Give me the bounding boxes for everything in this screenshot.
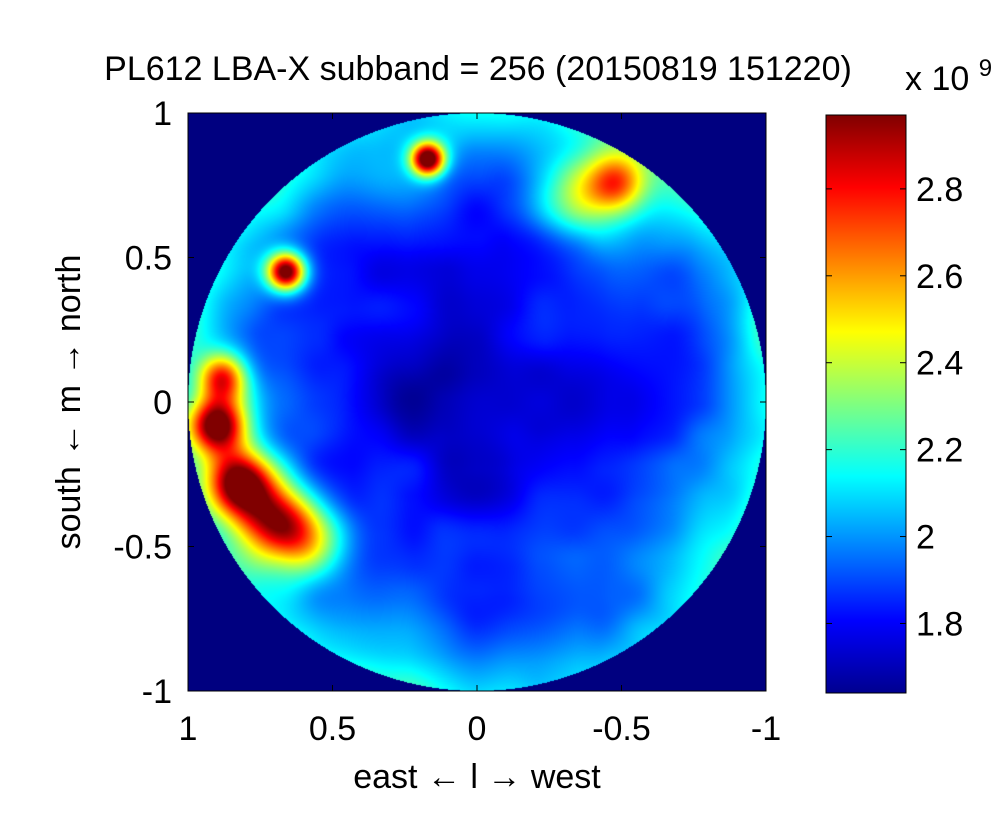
heatmap-image: [188, 113, 766, 691]
y-axis-label: south ← m → north: [50, 255, 88, 550]
x-tick-label: 1: [179, 710, 198, 748]
x-tick-label: -1: [751, 710, 781, 748]
colorbar-gradient: [825, 114, 907, 694]
y-tick-label: -0.5: [113, 529, 172, 567]
colorbar: 1.8 2 2.2 2.4 2.6 2.8 x 10 9: [825, 55, 992, 694]
colorbar-tick-label: 2.2: [916, 432, 963, 470]
colorbar-exponent-base: x 10: [905, 60, 969, 98]
plot-area: [187, 112, 767, 692]
x-tick-label: -0.5: [592, 710, 651, 748]
x-axis: 1 0.5 0 -0.5 -1: [179, 113, 781, 748]
colorbar-tick-label: 2: [916, 519, 935, 557]
colorbar-tick-label: 1.8: [916, 605, 963, 643]
y-tick-label: 1: [153, 95, 172, 133]
x-axis-label: east ← l → west: [353, 758, 601, 796]
colorbar-tick-label: 2.6: [916, 258, 963, 296]
colorbar-tick-label: 2.8: [916, 171, 963, 209]
y-tick-label: -1: [142, 673, 172, 711]
x-tick-label: 0.5: [309, 710, 356, 748]
colorbar-tick-label: 2.4: [916, 345, 963, 383]
chart-title: PL612 LBA-X subband = 256 (20150819 1512…: [104, 50, 852, 88]
y-axis: 1 0.5 0 -0.5 -1: [113, 95, 766, 711]
colorbar-exponent-power: 9: [979, 55, 992, 82]
y-tick-label: 0.5: [125, 240, 172, 278]
colorbar-exponent-label: x 10 9: [905, 55, 992, 98]
y-tick-label: 0: [153, 384, 172, 422]
heatmap-canvas: [188, 113, 766, 691]
x-tick-label: 0: [468, 710, 487, 748]
colorbar-ticks: 1.8 2 2.2 2.4 2.6 2.8: [826, 171, 963, 643]
